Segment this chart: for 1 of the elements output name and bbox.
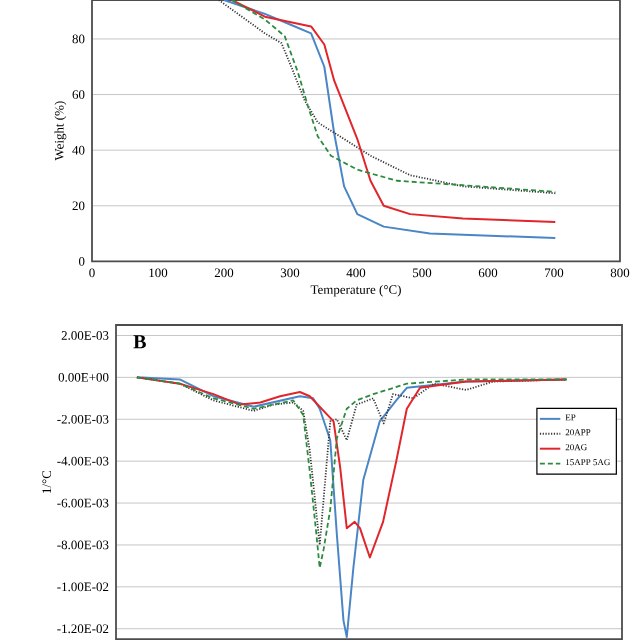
annotation: B (133, 335, 146, 349)
